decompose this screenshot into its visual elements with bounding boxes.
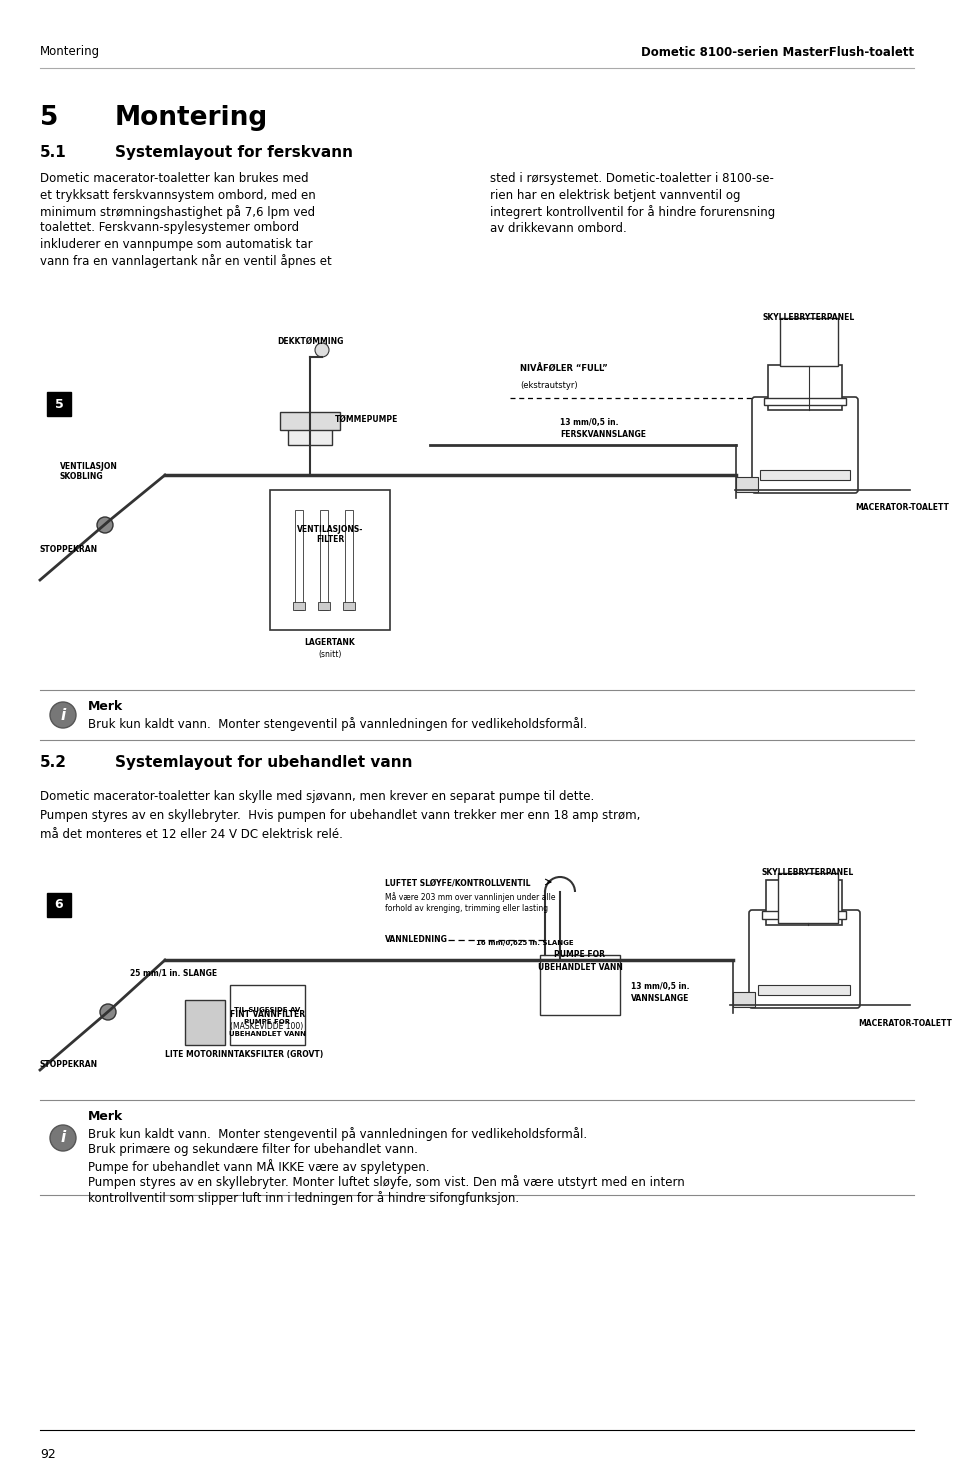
Text: i: i [60,1130,66,1146]
Bar [539,954,619,1015]
Text: LAGERTANK: LAGERTANK [304,639,355,648]
Text: Pumpen styres av en skyllebryter. Monter luftet sløyfe, som vist. Den må være ut: Pumpen styres av en skyllebryter. Monter… [88,1176,684,1189]
Circle shape [50,1125,76,1150]
Text: 5: 5 [40,105,58,131]
Text: MACERATOR-TOALETT: MACERATOR-TOALETT [854,503,948,512]
Text: VENTILASJON
SKOBLING: VENTILASJON SKOBLING [60,462,118,481]
Text: Pumpen styres av en skyllebryter.  Hvis pumpen for ubehandlet vann trekker mer e: Pumpen styres av en skyllebryter. Hvis p… [40,808,639,822]
Text: VENTILASJONS-
FILTER: VENTILASJONS- FILTER [296,525,363,544]
Text: VANNSLANGE: VANNSLANGE [630,994,688,1003]
Text: (ekstrautstyr): (ekstrautstyr) [519,381,577,389]
Text: rien har en elektrisk betjent vannventil og: rien har en elektrisk betjent vannventil… [490,189,740,202]
Text: Bruk primære og sekundære filter for ubehandlet vann.: Bruk primære og sekundære filter for ube… [88,1143,417,1156]
Bar [270,490,390,630]
Text: SKYLLEBRYTERPANEL: SKYLLEBRYTERPANEL [761,867,853,878]
Bar [763,398,845,406]
Bar [280,412,339,431]
Bar [778,873,837,923]
Text: Montering: Montering [40,46,100,59]
Text: vann fra en vannlagertank når en ventil åpnes et: vann fra en vannlagertank når en ventil … [40,255,332,268]
Bar [761,912,845,919]
Text: Bruk kun kaldt vann.  Monter stengeventil på vannledningen for vedlikeholdsformå: Bruk kun kaldt vann. Monter stengeventil… [88,717,586,732]
Text: VANNLEDNING: VANNLEDNING [385,935,447,944]
Bar [317,602,330,611]
Text: Dometic macerator-toaletter kan brukes med: Dometic macerator-toaletter kan brukes m… [40,173,309,184]
Text: 16 mm/0,625 in. SLANGE: 16 mm/0,625 in. SLANGE [476,940,573,945]
Text: Pumpe for ubehandlet vann MÅ IKKE være av spyletypen.: Pumpe for ubehandlet vann MÅ IKKE være a… [88,1159,429,1174]
Bar [780,319,837,366]
Text: UBEHANDLET VANN: UBEHANDLET VANN [229,1031,306,1037]
Text: 25 mm/1 in. SLANGE: 25 mm/1 in. SLANGE [130,968,217,976]
Text: DEKKTØMMING: DEKKTØMMING [276,336,343,347]
Text: LITE MOTORINNTAKSFILTER (GROVT): LITE MOTORINNTAKSFILTER (GROVT) [165,1050,323,1059]
Bar [765,881,841,925]
Bar [760,471,849,479]
Text: (snitt): (snitt) [318,650,341,659]
Bar [767,364,841,410]
Text: av drikkevann ombord.: av drikkevann ombord. [490,221,626,235]
Bar [343,602,355,611]
Text: Bruk kun kaldt vann.  Monter stengeventil på vannledningen for vedlikeholdsformå: Bruk kun kaldt vann. Monter stengeventil… [88,1127,586,1142]
Text: forhold av krenging, trimming eller lasting: forhold av krenging, trimming eller last… [385,904,548,913]
Text: Montering: Montering [115,105,268,131]
Text: 13 mm/0,5 in.: 13 mm/0,5 in. [630,982,688,991]
Text: 5.2: 5.2 [40,755,67,770]
Text: (MASKEVIDDE 100): (MASKEVIDDE 100) [230,1022,303,1031]
Text: minimum strømningshastighet på 7,6 lpm ved: minimum strømningshastighet på 7,6 lpm v… [40,205,314,218]
Bar [294,510,303,611]
Bar [230,985,305,1044]
Circle shape [100,1004,116,1021]
Text: 6: 6 [54,898,63,912]
Text: Må være 203 mm over vannlinjen under alle: Må være 203 mm over vannlinjen under all… [385,892,555,901]
Text: toalettet. Ferskvann-spylesystemer ombord: toalettet. Ferskvann-spylesystemer ombor… [40,221,299,235]
Text: kontrollventil som slipper luft inn i ledningen for å hindre sifongfunksjon.: kontrollventil som slipper luft inn i le… [88,1190,518,1205]
Bar [345,510,353,611]
Text: Systemlayout for ubehandlet vann: Systemlayout for ubehandlet vann [115,755,412,770]
Text: Systemlayout for ferskvann: Systemlayout for ferskvann [115,145,353,159]
FancyBboxPatch shape [748,910,859,1007]
Bar [293,602,305,611]
Circle shape [50,702,76,729]
Circle shape [97,518,112,532]
Bar [319,510,328,611]
Text: integrert kontrollventil for å hindre forurensning: integrert kontrollventil for å hindre fo… [490,205,775,218]
Text: Dometic macerator-toaletter kan skylle med sjøvann, men krever en separat pumpe : Dometic macerator-toaletter kan skylle m… [40,791,594,802]
Text: PUMPE FOR: PUMPE FOR [554,950,605,959]
Bar [47,892,71,917]
Bar [185,1000,225,1044]
Text: FERSKVANNSLANGE: FERSKVANNSLANGE [559,431,645,440]
Text: Merk: Merk [88,1111,123,1122]
Bar [732,993,754,1007]
Text: UBEHANDLET VANN: UBEHANDLET VANN [537,963,621,972]
Bar [47,392,71,416]
Text: TIL SUGESIDE AV: TIL SUGESIDE AV [234,1007,300,1013]
Text: FINT VANNFILTER: FINT VANNFILTER [230,1010,305,1019]
Text: STOPPEKRAN: STOPPEKRAN [40,1061,98,1069]
FancyBboxPatch shape [751,397,857,493]
Bar [288,414,332,445]
Text: i: i [60,708,66,723]
Text: må det monteres et 12 eller 24 V DC elektrisk relé.: må det monteres et 12 eller 24 V DC elek… [40,827,342,841]
Bar [758,985,849,996]
Circle shape [314,344,329,357]
Text: TØMMEPUMPE: TØMMEPUMPE [335,414,398,423]
Bar [735,476,758,493]
Text: 92: 92 [40,1448,55,1462]
Text: STOPPEKRAN: STOPPEKRAN [40,544,98,555]
Text: Merk: Merk [88,701,123,712]
Text: inkluderer en vannpumpe som automatisk tar: inkluderer en vannpumpe som automatisk t… [40,237,313,251]
Text: SKYLLEBRYTERPANEL: SKYLLEBRYTERPANEL [762,313,854,322]
Text: LUFTET SLØYFE/KONTROLLVENTIL: LUFTET SLØYFE/KONTROLLVENTIL [385,878,530,886]
Text: MACERATOR-TOALETT: MACERATOR-TOALETT [857,1019,951,1028]
Text: Dometic 8100-serien MasterFlush-toalett: Dometic 8100-serien MasterFlush-toalett [640,46,913,59]
Text: sted i rørsystemet. Dometic-toaletter i 8100-se-: sted i rørsystemet. Dometic-toaletter i … [490,173,773,184]
Text: 13 mm/0,5 in.: 13 mm/0,5 in. [559,417,618,426]
Text: PUMPE FOR: PUMPE FOR [244,1019,291,1025]
Text: 5: 5 [54,397,63,410]
Text: NIVÅFØLER “FULL”: NIVÅFØLER “FULL” [519,364,607,375]
Text: et trykksatt ferskvannsystem ombord, med en: et trykksatt ferskvannsystem ombord, med… [40,189,315,202]
Text: 5.1: 5.1 [40,145,67,159]
